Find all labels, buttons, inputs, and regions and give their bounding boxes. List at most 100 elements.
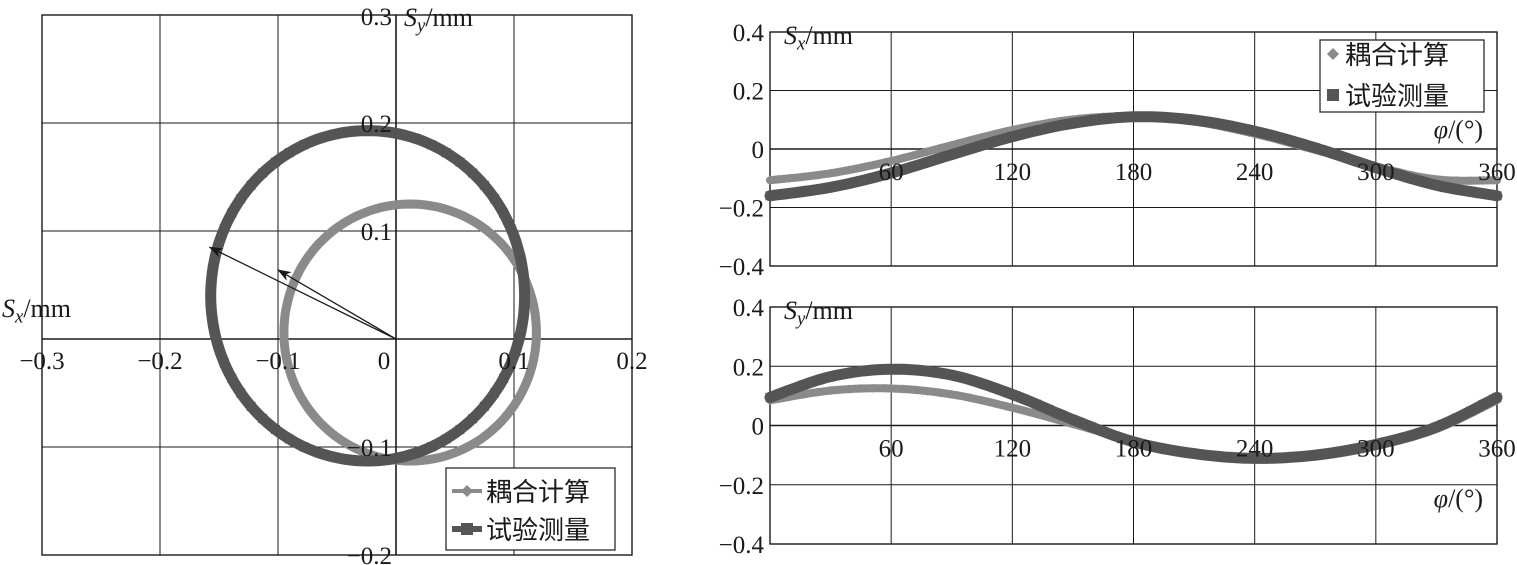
right-point-2-0-24 xyxy=(1032,409,1042,419)
right-point-1-1-29 xyxy=(1086,116,1096,126)
right-point-2-1-31 xyxy=(1110,431,1120,441)
left-point-1-45 xyxy=(363,456,373,466)
right-xtick-label-1-2: 180 xyxy=(1115,159,1153,186)
left-point-0-18 xyxy=(366,205,376,215)
right-point-1-1-21 xyxy=(1001,133,1011,143)
right-point-1-1-38 xyxy=(1189,115,1199,125)
left-point-1-38 xyxy=(258,414,268,424)
left-point-0-16 xyxy=(392,200,402,210)
left-point-1-37 xyxy=(246,401,256,411)
right-point-2-1-34 xyxy=(1141,440,1151,450)
right-point-1-1-59 xyxy=(1419,177,1429,187)
right-point-1-1-16 xyxy=(947,150,957,160)
right-point-1-0-10 xyxy=(880,157,890,167)
right-point-1-1-34 xyxy=(1141,112,1151,122)
left-point-1-29 xyxy=(207,274,217,284)
right-point-1-0-14 xyxy=(923,147,933,157)
right-point-2-0-21 xyxy=(1001,401,1011,411)
right-point-1-1-43 xyxy=(1244,125,1254,135)
right-point-2-1-37 xyxy=(1177,447,1187,457)
right-point-2-0-15 xyxy=(935,388,945,398)
right-point-1-0-9 xyxy=(868,160,878,170)
left-point-1-5 xyxy=(499,208,509,218)
legend-left-measured-marker xyxy=(461,523,473,535)
right-point-1-1-66 xyxy=(1492,191,1502,201)
right-point-1-1-9 xyxy=(868,173,878,183)
right-plot-1 xyxy=(764,31,1503,267)
right-point-1-1-31 xyxy=(1110,113,1120,123)
left-point-0-21 xyxy=(331,224,341,234)
right-ytick-label-1-3: −0.2 xyxy=(719,196,764,223)
right-point-2-0-9 xyxy=(868,383,878,393)
right-point-1-1-7 xyxy=(844,179,854,189)
left-ytick-label-0: −0.2 xyxy=(347,543,392,565)
left-point-0-9 xyxy=(479,224,489,234)
right-point-2-0-20 xyxy=(989,398,999,408)
right-xtick-label-1-5: 360 xyxy=(1478,159,1516,186)
left-point-0-15 xyxy=(405,199,415,209)
left-point-0-22 xyxy=(321,232,331,242)
right-series-2-measured xyxy=(764,363,1503,464)
left-point-0-58 xyxy=(529,354,539,364)
right-ytick-label-2-0: 0.4 xyxy=(733,295,765,322)
right-point-2-0-19 xyxy=(977,395,987,405)
left-point-1-35 xyxy=(227,373,237,383)
left-point-1-19 xyxy=(299,140,309,150)
left-point-1-57 xyxy=(512,342,522,352)
left-xlabel: Sx/mm xyxy=(2,294,71,328)
right-point-1-1-39 xyxy=(1195,116,1205,126)
left-point-0-20 xyxy=(342,216,352,226)
right-xtick-label-1-4: 300 xyxy=(1357,159,1395,186)
left-point-0-13 xyxy=(431,202,441,212)
right-point-2-0-11 xyxy=(886,383,896,393)
right-point-2-1-16 xyxy=(947,370,957,380)
right-point-1-1-19 xyxy=(977,140,987,150)
left-point-1-51 xyxy=(455,424,465,434)
left-ylabel: Sy/mm xyxy=(404,3,473,37)
right-point-1-1-62 xyxy=(1452,184,1461,194)
right-point-2-1-35 xyxy=(1153,443,1163,453)
left-point-0-33 xyxy=(285,367,295,377)
right-point-1-0-2 xyxy=(785,173,795,183)
left-point-0-30 xyxy=(279,328,289,338)
left-point-0-32 xyxy=(282,354,292,364)
left-point-0-19 xyxy=(354,210,364,220)
right-plot-2 xyxy=(764,306,1503,545)
right-point-1-0-64 xyxy=(1478,175,1488,185)
right-point-2-1-61 xyxy=(1438,419,1448,429)
legend-rt-measured-marker xyxy=(1327,89,1339,101)
right-ytick-label-1-0: 0.4 xyxy=(733,20,765,47)
left-point-0-31 xyxy=(280,341,290,351)
right-point-1-1-10 xyxy=(880,170,890,180)
right-point-2-0-17 xyxy=(953,390,963,400)
right-point-2-1-15 xyxy=(935,368,945,378)
right-point-2-1-49 xyxy=(1310,450,1320,460)
right-point-1-1-5 xyxy=(826,182,836,192)
left-xtick-label-5: 0.2 xyxy=(616,348,647,375)
left-point-0-7 xyxy=(499,242,509,252)
left-point-0-29 xyxy=(280,314,290,324)
right-point-2-1-32 xyxy=(1122,435,1132,445)
right-point-2-1-9 xyxy=(868,365,878,375)
left-point-1-13 xyxy=(395,129,405,139)
right-point-1-0-62 xyxy=(1452,176,1461,186)
right-point-1-1-30 xyxy=(1098,114,1108,124)
right-point-2-1-60 xyxy=(1431,422,1441,432)
right-point-2-0-8 xyxy=(856,384,866,394)
right-point-2-1-64 xyxy=(1478,399,1488,409)
right-point-2-1-24 xyxy=(1032,399,1042,409)
left-point-0-38 xyxy=(321,423,331,433)
left-point-0-59 xyxy=(531,341,541,351)
left-point-0-12 xyxy=(444,205,454,215)
left-point-0-10 xyxy=(468,216,478,226)
left-point-1-18 xyxy=(314,134,324,144)
left-plot xyxy=(41,14,633,556)
left-series-line-1 xyxy=(205,125,531,467)
legend-rt-box xyxy=(1319,39,1485,113)
left-point-0-27 xyxy=(285,288,295,298)
right-point-1-0-5 xyxy=(826,168,836,178)
left-point-1-43 xyxy=(330,452,340,462)
left-point-1-54 xyxy=(490,388,500,398)
left-point-1-21 xyxy=(270,157,280,167)
left-point-1-47 xyxy=(395,452,405,462)
